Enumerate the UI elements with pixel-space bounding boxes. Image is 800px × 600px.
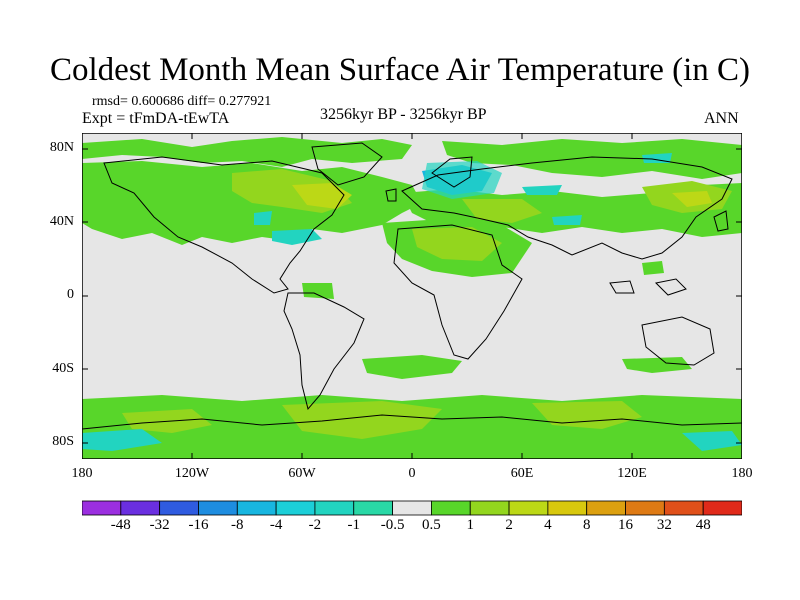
colorbar-box [314, 500, 355, 516]
colorbar-box [625, 500, 665, 516]
colorbar-box [392, 500, 432, 516]
period-label: 3256kyr BP - 3256kyr BP [320, 106, 487, 123]
lon-label-60e: 60E [510, 466, 534, 481]
colorbar-box [431, 500, 471, 516]
colorbar [82, 500, 742, 516]
colorbar-label: 2 [505, 517, 513, 533]
lon-label-120e: 120E [617, 466, 647, 481]
colorbar-box [547, 500, 588, 516]
season-label: ANN [704, 110, 739, 127]
colorbar-box [353, 500, 393, 516]
colorbar-label: -8 [231, 517, 244, 533]
colorbar-label: -48 [110, 517, 131, 533]
colorbar-label: 1 [466, 517, 474, 533]
colorbar-box [702, 500, 742, 516]
lon-label-180w: 180 [71, 466, 93, 481]
lat-label-0: 0 [67, 287, 74, 302]
colorbar-box [236, 500, 277, 516]
colorbar-label: -32 [149, 517, 170, 533]
lat-label-80s: 80S [52, 434, 74, 449]
lon-label-120w: 120W [174, 466, 210, 481]
colorbar-box [275, 500, 316, 516]
colorbar-label: 0.5 [422, 517, 441, 533]
colorbar-box [82, 500, 122, 516]
lat-label-40n: 40N [49, 214, 74, 229]
lat-label-80n: 80N [49, 140, 74, 155]
colorbar-box [159, 500, 199, 516]
colorbar-label: -16 [188, 517, 209, 533]
experiment-label: Expt = tFmDA-tEwTA [82, 110, 230, 127]
stats-text: rmsd= 0.600686 diff= 0.277921 [92, 94, 272, 109]
colorbar-label: 4 [544, 517, 552, 533]
chart-title: Coldest Month Mean Surface Air Temperatu… [50, 52, 750, 88]
colorbar-box [120, 500, 161, 516]
tick-marks [82, 133, 742, 459]
lon-label-0: 0 [408, 466, 416, 481]
colorbar-label: 16 [618, 517, 633, 533]
lat-label-40s: 40S [52, 361, 74, 376]
coastlines [82, 142, 742, 430]
colorbar-label: 8 [582, 517, 591, 533]
lon-label-180e: 180 [731, 466, 753, 481]
world-map [82, 133, 742, 459]
colorbar-box [198, 500, 238, 516]
colorbar-box [508, 500, 549, 516]
colorbar-label: 32 [656, 517, 672, 533]
colorbar-box [663, 500, 704, 516]
colorbar-label: -0.5 [380, 517, 405, 533]
colorbar-box [586, 500, 626, 516]
colorbar-label: -1 [347, 517, 361, 533]
colorbar-box [469, 500, 510, 516]
lon-label-60w: 60W [288, 466, 316, 481]
anomaly-fill [82, 137, 742, 459]
colorbar-label: -4 [269, 517, 283, 533]
colorbar-label: 48 [695, 517, 711, 533]
colorbar-label: -2 [308, 517, 322, 533]
